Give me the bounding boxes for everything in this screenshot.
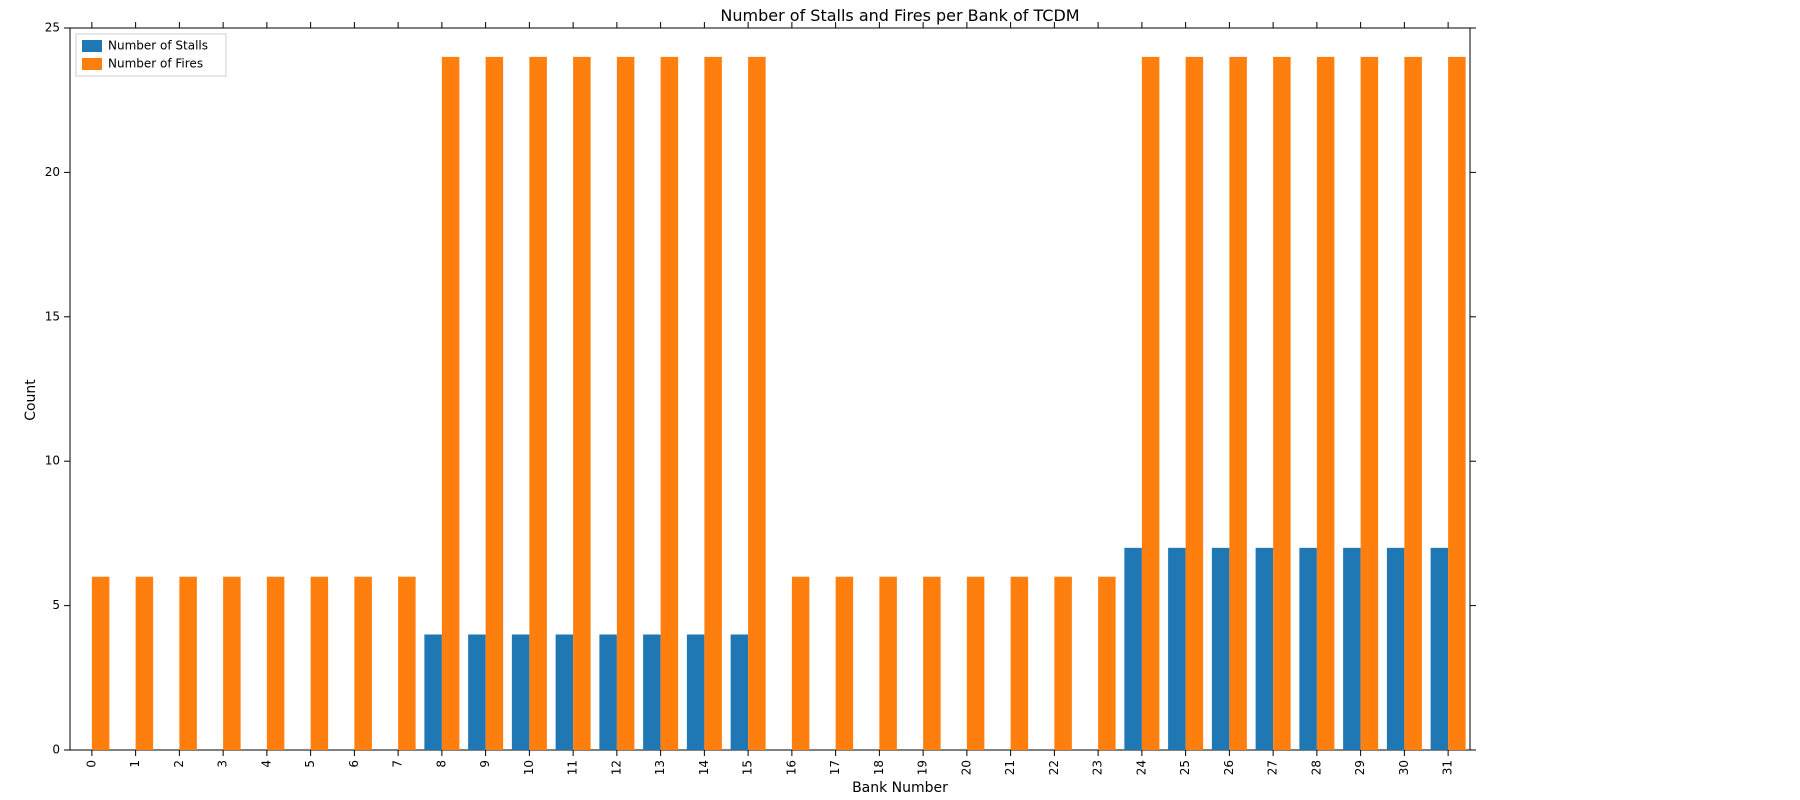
bar <box>1186 57 1204 750</box>
x-tick-label: 22 <box>1047 760 1061 775</box>
bar <box>643 634 661 750</box>
x-tick-label: 9 <box>478 760 492 768</box>
x-tick-label: 4 <box>259 760 273 768</box>
x-tick-label: 17 <box>828 760 842 775</box>
bar <box>1098 577 1116 750</box>
x-tick-label: 5 <box>303 760 317 768</box>
bar <box>1299 548 1317 750</box>
y-tick-label: 20 <box>45 165 60 179</box>
bar <box>1404 57 1422 750</box>
bar <box>354 577 372 750</box>
bar <box>967 577 985 750</box>
x-tick-label: 26 <box>1222 760 1236 775</box>
bar <box>1361 57 1379 750</box>
x-tick-label: 25 <box>1178 760 1192 775</box>
x-tick-label: 15 <box>741 760 755 775</box>
x-tick-label: 7 <box>391 760 405 768</box>
bar <box>1431 548 1449 750</box>
bar <box>599 634 617 750</box>
y-tick-label: 10 <box>45 454 60 468</box>
bar <box>529 57 547 750</box>
x-tick-label: 14 <box>697 760 711 775</box>
bar <box>1229 57 1247 750</box>
x-tick-label: 28 <box>1309 760 1323 775</box>
x-tick-label: 18 <box>872 760 886 775</box>
bar <box>1054 577 1072 750</box>
legend-swatch <box>82 58 102 70</box>
x-tick-label: 21 <box>1003 760 1017 775</box>
legend-swatch <box>82 40 102 52</box>
x-tick-label: 0 <box>84 760 98 768</box>
bar <box>661 57 679 750</box>
bar <box>179 577 197 750</box>
bar <box>704 57 722 750</box>
bar <box>92 577 110 750</box>
x-tick-label: 3 <box>216 760 230 768</box>
bar <box>468 634 486 750</box>
x-tick-label: 24 <box>1134 760 1148 775</box>
bar <box>424 634 442 750</box>
bar <box>687 634 705 750</box>
x-tick-label: 12 <box>609 760 623 775</box>
x-tick-label: 6 <box>347 760 361 768</box>
bar <box>1387 548 1405 750</box>
bar <box>223 577 241 750</box>
chart-title: Number of Stalls and Fires per Bank of T… <box>0 6 1800 25</box>
bar <box>512 634 530 750</box>
chart-svg: 0510152025012345678910111213141516171819… <box>0 0 1800 800</box>
legend-label: Number of Stalls <box>108 39 208 53</box>
bar <box>1256 548 1274 750</box>
x-tick-label: 19 <box>916 760 930 775</box>
y-tick-label: 15 <box>45 309 60 323</box>
bar <box>1212 548 1230 750</box>
bar <box>311 577 329 750</box>
x-tick-label: 27 <box>1266 760 1280 775</box>
x-tick-label: 13 <box>653 760 667 775</box>
x-tick-label: 8 <box>434 760 448 768</box>
bar <box>573 57 591 750</box>
bar <box>731 634 749 750</box>
bar <box>923 577 941 750</box>
bar <box>1317 57 1335 750</box>
x-tick-label: 11 <box>566 760 580 775</box>
x-tick-label: 16 <box>784 760 798 775</box>
bar <box>836 577 854 750</box>
bar <box>486 57 504 750</box>
bar <box>748 57 766 750</box>
bar <box>442 57 460 750</box>
x-tick-label: 31 <box>1441 760 1455 775</box>
x-axis-label: Bank Number <box>0 780 1800 796</box>
legend: Number of Stalls Number of Fires <box>76 34 226 76</box>
legend-label: Number of Fires <box>108 57 203 71</box>
bar <box>1011 577 1029 750</box>
bar <box>1142 57 1160 750</box>
x-tick-label: 10 <box>522 760 536 775</box>
bar <box>617 57 635 750</box>
y-axis-label: Count <box>23 379 39 421</box>
x-tick-label: 29 <box>1353 760 1367 775</box>
bar <box>136 577 154 750</box>
x-tick-label: 30 <box>1397 760 1411 775</box>
bar <box>1343 548 1361 750</box>
bar <box>1273 57 1291 750</box>
bar <box>267 577 285 750</box>
bar <box>1124 548 1142 750</box>
y-tick-label: 5 <box>52 598 60 612</box>
bar <box>1448 57 1466 750</box>
x-tick-label: 2 <box>172 760 186 768</box>
bar <box>1168 548 1186 750</box>
chart-container: Number of Stalls and Fires per Bank of T… <box>0 0 1800 800</box>
bar <box>398 577 416 750</box>
y-tick-label: 0 <box>52 743 60 757</box>
bar <box>556 634 574 750</box>
x-tick-label: 23 <box>1091 760 1105 775</box>
x-tick-label: 1 <box>128 760 142 768</box>
x-tick-label: 20 <box>959 760 973 775</box>
bar <box>792 577 810 750</box>
bar <box>879 577 897 750</box>
